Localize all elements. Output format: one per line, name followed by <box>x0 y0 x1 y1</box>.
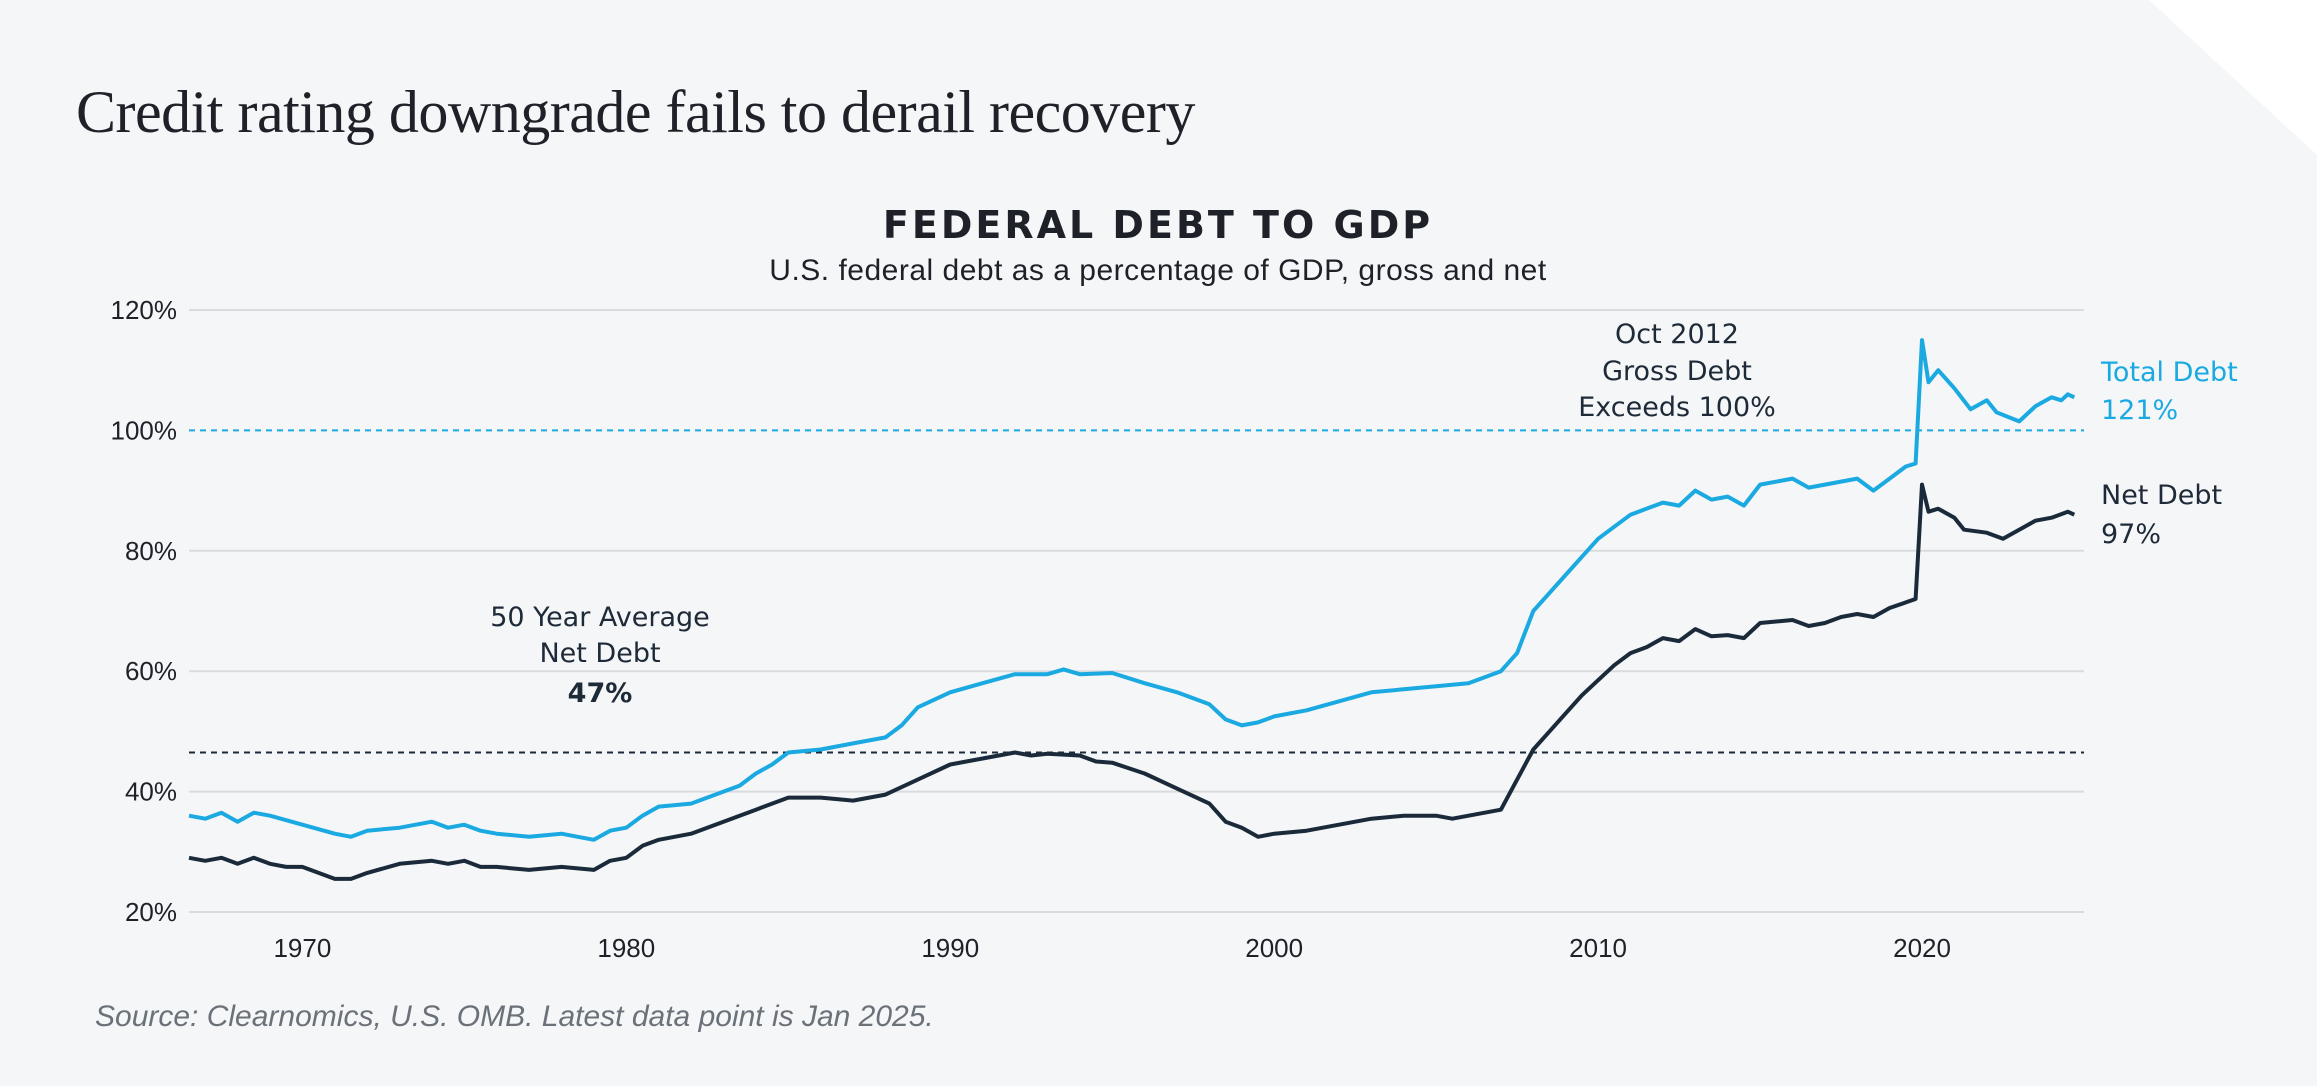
reference-lines <box>189 429 2084 754</box>
y-axis: 20% 40% 60% 80% 100% 120% <box>111 295 178 927</box>
chart-subtitle: U.S. federal debt as a percentage of GDP… <box>769 254 1547 287</box>
average-annotation-line2: Net Debt <box>539 638 660 669</box>
y-tick-label: 60% <box>125 656 177 686</box>
x-tick-label: 2000 <box>1245 933 1303 963</box>
source-note: Source: Clearnomics, U.S. OMB. Latest da… <box>95 1000 934 1033</box>
x-tick-label: 1990 <box>921 933 979 963</box>
y-tick-label: 120% <box>111 295 178 325</box>
total-debt-line <box>188 338 2076 842</box>
gross-annotation-line1: Oct 2012 <box>1615 319 1739 350</box>
headline: Credit rating downgrade fails to derail … <box>76 79 1195 145</box>
average-annotation: 50 Year Average Net Debt 47% <box>490 602 710 709</box>
gridlines <box>189 309 2084 913</box>
legend-labels: Total Debt 121% Net Debt 97% <box>2100 357 2238 550</box>
net-debt-value: 97% <box>2101 519 2161 550</box>
y-tick-label: 100% <box>111 415 178 445</box>
y-tick-label: 80% <box>125 536 177 566</box>
series-lines <box>188 338 2076 881</box>
corner-fold <box>2149 0 2317 155</box>
gross-annotation-line3: Exceeds 100% <box>1578 392 1776 423</box>
total-debt-value: 121% <box>2101 395 2178 426</box>
x-tick-label: 1980 <box>597 933 655 963</box>
average-annotation-value: 47% <box>568 678 633 709</box>
total-debt-label: Total Debt <box>2100 357 2238 388</box>
y-tick-label: 40% <box>125 777 177 807</box>
x-tick-label: 2010 <box>1569 933 1627 963</box>
x-tick-label: 2020 <box>1893 933 1951 963</box>
gross-annotation-line2: Gross Debt <box>1602 356 1752 387</box>
chart-title: FEDERAL DEBT TO GDP <box>883 203 1433 247</box>
x-tick-label: 1970 <box>273 933 331 963</box>
net-debt-line <box>188 482 2076 881</box>
x-axis: 1970 1980 1990 2000 2010 2020 <box>273 933 1951 963</box>
average-annotation-line1: 50 Year Average <box>490 602 710 633</box>
y-tick-label: 20% <box>125 897 177 927</box>
net-debt-label: Net Debt <box>2101 480 2222 511</box>
gross-annotation: Oct 2012 Gross Debt Exceeds 100% <box>1578 319 1776 423</box>
